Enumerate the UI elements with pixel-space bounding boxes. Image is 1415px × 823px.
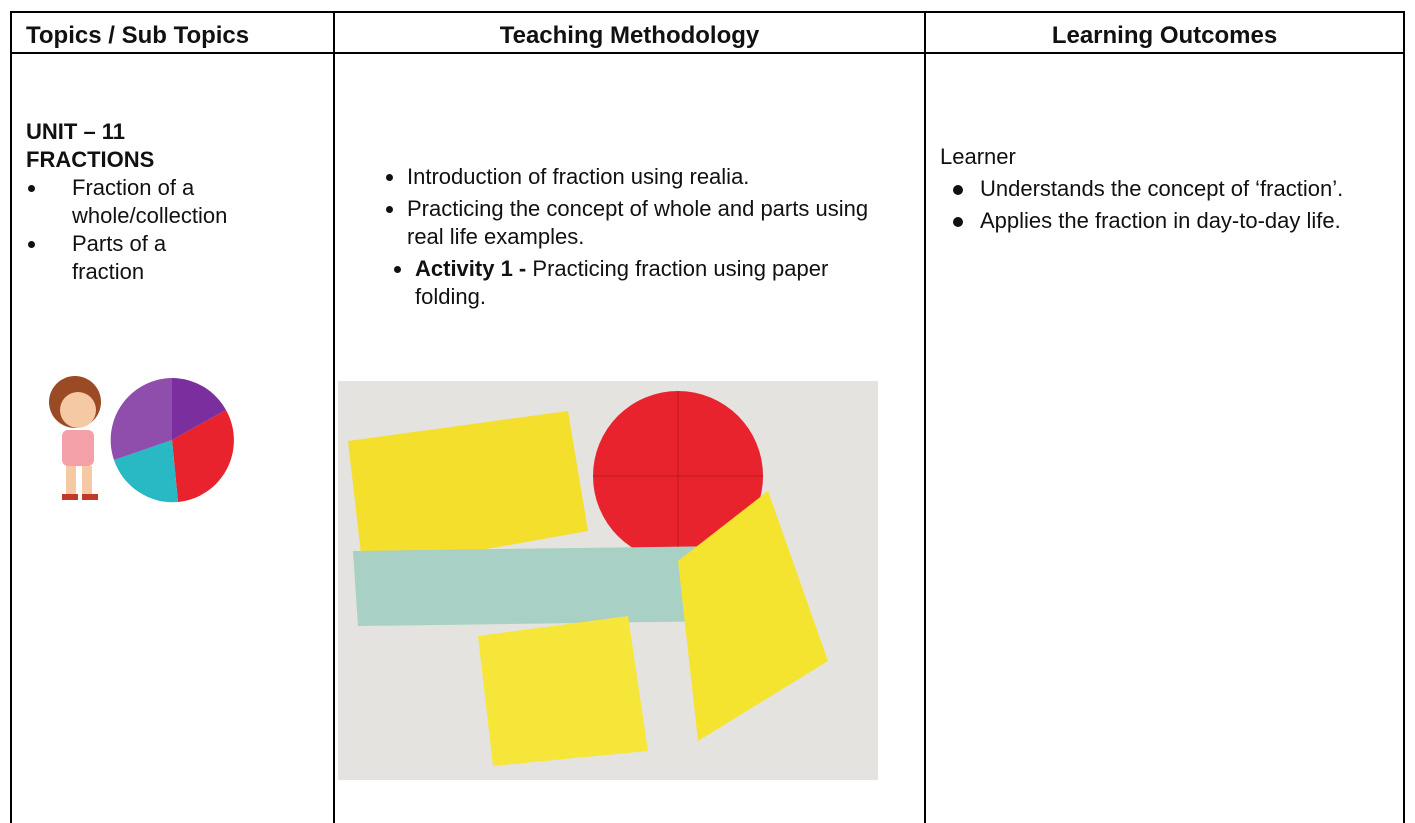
- column-header: Teaching Methodology: [499, 22, 760, 49]
- table-border: [10, 52, 1405, 54]
- topics-cell: UNIT – 11 FRACTIONS Fraction of a whole/…: [26, 118, 326, 286]
- activity-label: Activity 1 -: [415, 256, 527, 281]
- table-border: [333, 11, 335, 823]
- outcomes-list: Understands the concept of ‘fraction’. A…: [953, 175, 1405, 235]
- topic-item: Fraction of a whole/collection: [28, 174, 262, 230]
- table-border: [1403, 11, 1405, 823]
- table-border: [10, 11, 1405, 13]
- methodology-item: Activity 1 - Practicing fraction using p…: [394, 255, 835, 311]
- column-header: Topics / Sub Topics: [26, 22, 250, 49]
- methodology-cell: Introduction of fraction using realia. P…: [386, 163, 887, 311]
- outcome-item: Understands the concept of ‘fraction’.: [953, 175, 1380, 203]
- column-header: Learning Outcomes: [1051, 22, 1278, 49]
- illustration: [49, 376, 234, 503]
- methodology-list: Introduction of fraction using realia. P…: [386, 163, 887, 311]
- table-border: [10, 11, 12, 823]
- outcomes-intro: Learner: [940, 144, 1016, 169]
- unit-title: FRACTIONS: [26, 147, 155, 172]
- topic-item: Parts of a fraction: [28, 230, 202, 286]
- unit-label: UNIT – 11: [26, 119, 126, 144]
- methodology-item: Introduction of fraction using realia.: [386, 163, 887, 191]
- methodology-item: Practicing the concept of whole and part…: [386, 195, 877, 251]
- item-text: Practicing fraction using paper folding.: [415, 256, 829, 309]
- table-border: [924, 11, 926, 823]
- activity-photo: [338, 381, 878, 780]
- topic-list: Fraction of a whole/collection Parts of …: [28, 174, 262, 286]
- item-text: Introduction of fraction using realia.: [407, 164, 750, 189]
- item-text: Practicing the concept of whole and part…: [407, 196, 869, 249]
- outcome-item: Applies the fraction in day-to-day life.: [953, 207, 1405, 235]
- outcomes-cell: Learner Understands the concept of ‘frac…: [940, 143, 1402, 235]
